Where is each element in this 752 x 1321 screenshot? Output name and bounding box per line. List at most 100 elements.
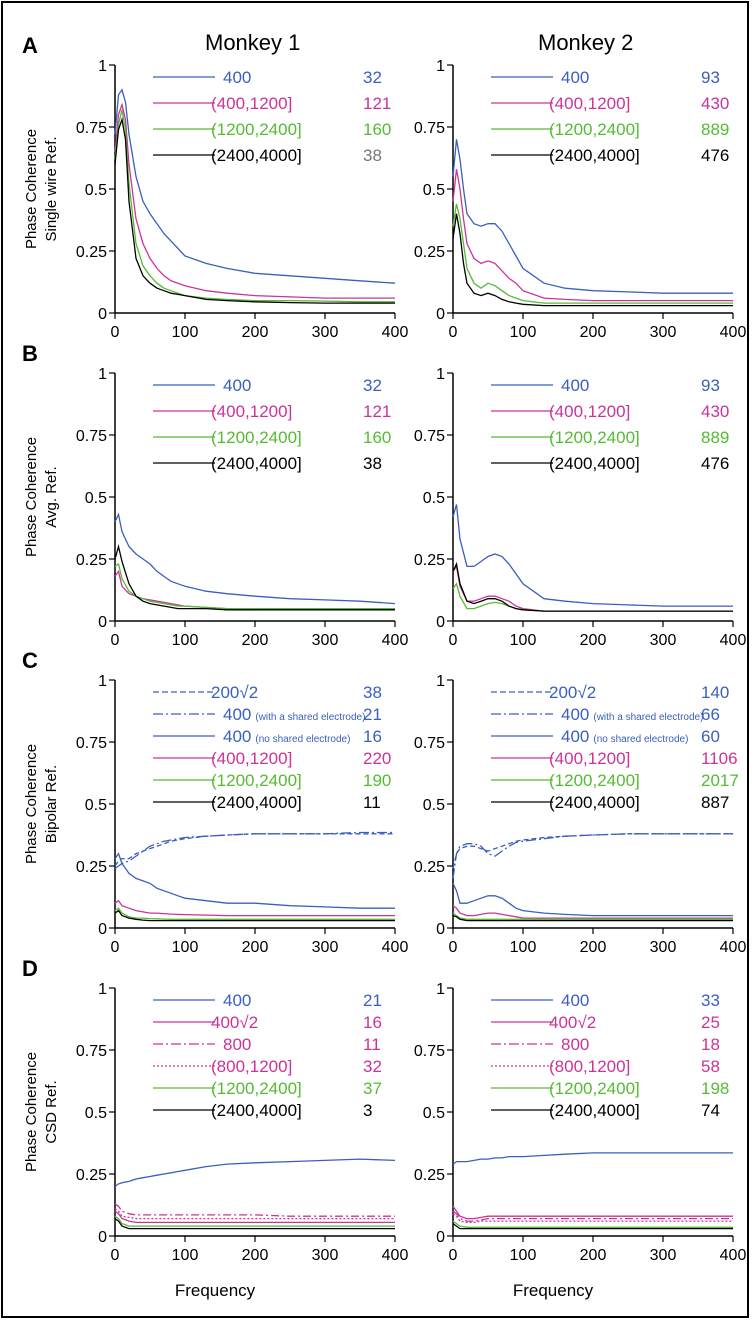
legend-count: 889 — [701, 428, 729, 447]
chart-panel-7: 0 0.25 0.5 0.75 1 0 100 200 300 400 D Phase Coheren… — [22, 956, 408, 1300]
y-tick-label: 0 — [98, 306, 107, 323]
x-tick-label: 200 — [242, 939, 269, 956]
chart-panel-5: 0 0.25 0.5 0.75 1 0 100 200 300 400 C Phase Coheren… — [22, 648, 408, 956]
series-line-6 — [114, 1218, 395, 1230]
legend-count: 160 — [363, 120, 391, 139]
y-tick-label: 0.25 — [76, 859, 107, 876]
x-tick-label: 200 — [242, 1247, 269, 1264]
series-line-5 — [114, 1215, 395, 1227]
x-tick-label: 200 — [580, 1247, 607, 1264]
y-tick-label: 0.75 — [414, 428, 445, 445]
x-tick-label: 100 — [510, 324, 537, 341]
legend-count: 121 — [363, 94, 391, 113]
legend-label: (400,1200] — [549, 94, 630, 113]
series-line-5 — [452, 1220, 733, 1228]
y-tick-label: 0 — [436, 306, 445, 323]
legend-label: (1200,2400] — [211, 771, 302, 790]
legend-count: 887 — [701, 793, 729, 812]
legend-label: 400 — [223, 68, 251, 87]
legend-label: 400 — [223, 991, 251, 1010]
legend-count: 60 — [701, 727, 720, 746]
series-line-5 — [452, 912, 733, 920]
x-tick-label: 0 — [111, 939, 120, 956]
chart-panel-2: 0 0.25 0.5 0.75 1 0 100 200 300 400 400 93 (400,1200… — [414, 58, 747, 341]
y-axis-label: Phase Coherence — [23, 437, 40, 557]
legend-count: 160 — [363, 428, 391, 447]
legend-count: 889 — [701, 120, 729, 139]
x-tick-label: 300 — [650, 939, 677, 956]
y-axis-reference-label: Bipolar Ref. — [43, 765, 60, 843]
legend-label: (400,1200] — [211, 749, 292, 768]
legend-label: 400 (no shared electrode) — [561, 727, 688, 746]
legend-label: (400,1200] — [211, 402, 292, 421]
series-line-1 — [114, 512, 396, 605]
y-tick-label: 1 — [98, 673, 107, 690]
x-tick-label: 0 — [111, 632, 120, 649]
x-tick-label: 400 — [720, 632, 747, 649]
chart-panel-6: 0 0.25 0.5 0.75 1 0 100 200 300 400 200√2 140 400 (wi… — [414, 673, 747, 956]
series-line-2 — [452, 564, 733, 612]
legend-note: (no shared electrode) — [593, 734, 688, 745]
x-tick-label: 200 — [242, 324, 269, 341]
legend-count: 476 — [701, 454, 729, 473]
x-tick-label: 100 — [510, 632, 537, 649]
x-axis-label: Frequency — [513, 1281, 594, 1300]
legend-count: 74 — [701, 1101, 720, 1120]
x-tick-label: 400 — [382, 1247, 409, 1264]
legend-count: 190 — [363, 771, 391, 790]
legend-count: 430 — [701, 94, 729, 113]
legend-label: 400 (with a shared electrode) — [223, 705, 365, 724]
chart-panel-3: 0 0.25 0.5 0.75 1 0 100 200 300 400 B Phase Coheren… — [22, 341, 408, 649]
legend-label: (1200,2400] — [211, 1079, 302, 1098]
x-tick-label: 200 — [242, 632, 269, 649]
series-line-6 — [452, 914, 733, 922]
series-line-2 — [114, 831, 395, 870]
series-line-3 — [114, 1203, 395, 1217]
series-line-3 — [114, 562, 395, 610]
series-line-4 — [114, 1208, 395, 1220]
legend-label: 400 (no shared electrode) — [223, 727, 350, 746]
legend-count: 21 — [363, 705, 382, 724]
series-line-3 — [452, 582, 733, 612]
series-line-4 — [452, 561, 733, 612]
legend-label: (1200,2400] — [211, 120, 302, 139]
y-tick-label: 0 — [98, 614, 107, 631]
chart-panel-8: 0 0.25 0.5 0.75 1 0 100 200 300 400 Frequency 400 33… — [414, 981, 747, 1300]
chart-panel-1: 0 0.25 0.5 0.75 1 0 100 200 300 400 A Phase Coheren… — [22, 33, 408, 341]
y-tick-label: 0.5 — [85, 182, 107, 199]
x-tick-label: 200 — [580, 632, 607, 649]
y-tick-label: 0.75 — [414, 120, 445, 137]
legend-label: (1200,2400] — [549, 428, 640, 447]
y-tick-label: 0.75 — [76, 428, 107, 445]
series-line-2 — [114, 1210, 395, 1224]
series-line-1 — [452, 1152, 733, 1165]
legend-count: 32 — [363, 376, 382, 395]
y-tick-label: 0.25 — [414, 859, 445, 876]
legend-count: 121 — [363, 402, 391, 421]
legend-label: (800,1200] — [549, 1057, 630, 1076]
series-line-4 — [452, 1213, 733, 1224]
series-line-4 — [114, 117, 395, 304]
legend-label: (2400,4000] — [549, 793, 640, 812]
series-line-4 — [452, 905, 733, 919]
y-tick-label: 0.5 — [423, 797, 445, 814]
legend-count: 37 — [363, 1079, 382, 1098]
series-line-6 — [114, 909, 395, 922]
legend-note: (no shared electrode) — [255, 734, 350, 745]
x-tick-label: 100 — [172, 939, 199, 956]
series-line-1 — [452, 504, 733, 607]
legend-count: 38 — [363, 146, 382, 165]
y-tick-label: 0.25 — [414, 1167, 445, 1184]
legend-label: (2400,4000] — [211, 146, 302, 165]
legend-label: (2400,4000] — [211, 1101, 302, 1120]
series-line-6 — [452, 1223, 733, 1230]
legend-count: 38 — [363, 454, 382, 473]
legend-label: (800,1200] — [211, 1057, 292, 1076]
legend-label: (2400,4000] — [549, 454, 640, 473]
legend-label: 800 — [561, 1035, 589, 1054]
legend-count: 16 — [363, 727, 382, 746]
y-tick-label: 0 — [436, 1229, 445, 1246]
panel-letter: C — [22, 648, 38, 673]
x-tick-label: 300 — [312, 1247, 339, 1264]
